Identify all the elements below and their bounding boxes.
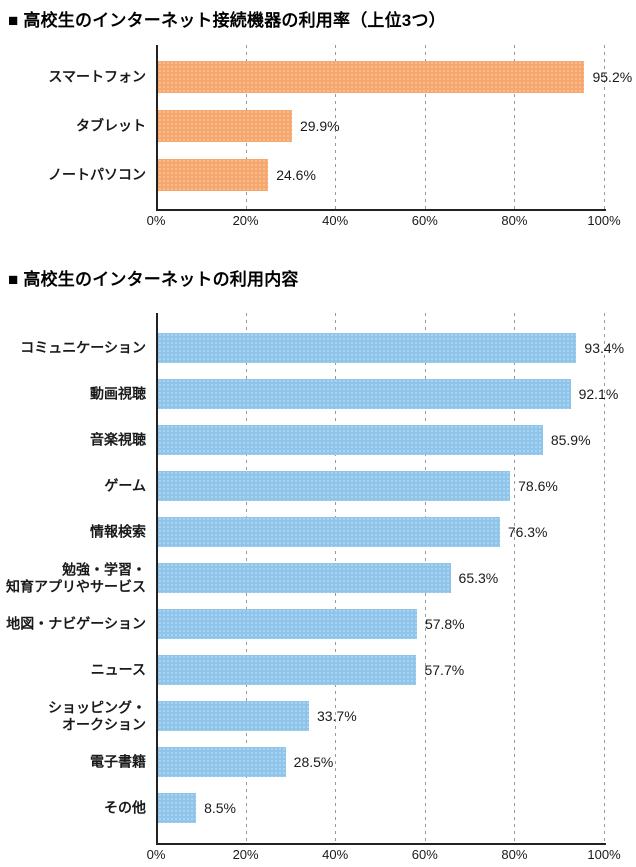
x-tick-label: 60% [411,847,438,862]
bar [158,110,292,142]
bar [158,563,451,593]
value-label: 95.2% [592,69,633,85]
bar [158,379,571,409]
value-label: 24.6% [276,167,316,183]
bar [158,471,511,501]
gridline [604,313,605,843]
category-label: コミュニケーション [20,339,146,356]
bar [158,333,577,363]
x-tick-label: 100% [587,847,621,862]
x-tick-label: 80% [501,847,528,862]
gridline [514,313,516,843]
value-label: 57.7% [424,662,465,678]
gridline [514,45,516,209]
value-label: 57.8% [424,616,465,632]
y-axis [156,313,158,845]
category-label: 勉強・学習・ 知育アプリやサービス [6,561,146,594]
gridline [424,45,426,209]
category-label: ゲーム [104,477,146,494]
x-tick-label: 100% [587,213,621,228]
bar [158,425,543,455]
value-label: 65.3% [458,570,499,586]
value-label: 33.7% [316,708,357,724]
category-label: 情報検索 [90,523,146,540]
category-label: タブレット [76,117,146,134]
category-label: その他 [104,799,146,816]
category-label: 電子書籍 [90,753,146,770]
category-label: 地図・ナビゲーション [6,615,146,632]
bar [158,609,417,639]
bar [158,61,585,93]
bar [158,747,286,777]
value-label: 93.4% [584,340,625,356]
category-label: 動画視聴 [90,385,146,402]
category-label: ショッピング・ オークション [48,699,146,732]
bar [158,159,269,191]
category-label: ニュース [90,661,146,678]
value-label: 28.5% [293,754,334,770]
chart-title: ■ 高校生のインターネットの利用内容 [8,270,299,289]
x-tick-label: 0% [146,213,166,228]
bar [158,793,197,823]
x-axis [156,209,606,211]
value-label: 85.9% [550,432,591,448]
category-label: 音楽視聴 [90,431,146,448]
value-label: 8.5% [204,800,236,816]
x-tick-label: 60% [411,213,438,228]
value-label: 78.6% [518,478,558,494]
gridline [604,45,605,209]
x-tick-label: 40% [322,213,349,228]
x-tick-label: 40% [322,847,349,862]
x-tick-label: 20% [232,213,259,228]
value-label: 76.3% [507,524,548,540]
category-label: ノートパソコン [48,166,146,183]
value-label: 92.1% [578,386,619,402]
x-tick-label: 20% [232,847,259,862]
y-axis [156,45,158,211]
value-label: 29.9% [299,118,340,134]
bar [158,517,500,547]
bar [158,655,417,685]
gridline [335,45,337,209]
x-axis [156,843,606,845]
chart-title: ■ 高校生のインターネット接続機器の利用率（上位3つ） [8,11,446,30]
x-tick-label: 80% [501,213,528,228]
category-label: スマートフォン [48,68,146,85]
x-tick-label: 0% [146,847,166,862]
bar [158,701,309,731]
